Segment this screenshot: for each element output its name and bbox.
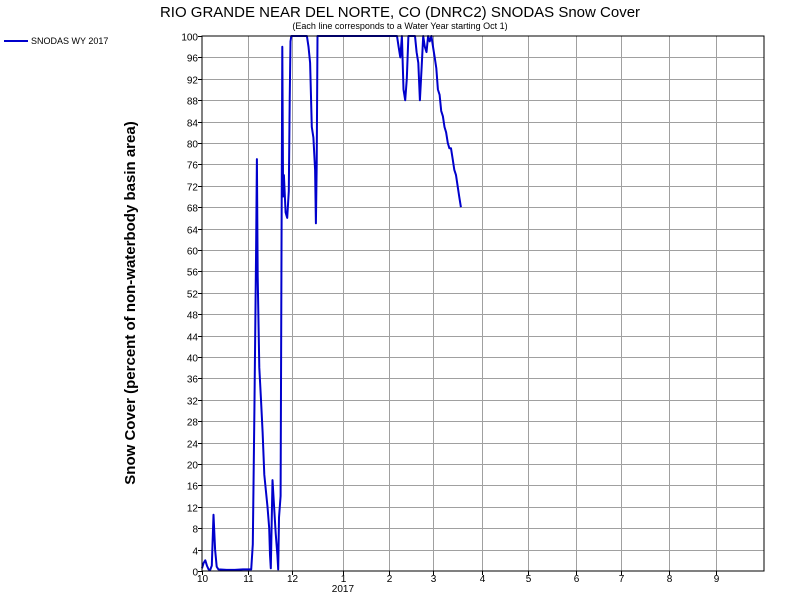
y-axis-label: Snow Cover (percent of non-waterbody bas… [122, 121, 139, 484]
y-tick-label: 60 [187, 247, 199, 258]
x-tick-label: 10 [197, 574, 209, 585]
y-tick-label: 76 [187, 161, 199, 172]
y-tick-label: 64 [187, 226, 199, 237]
chart-title: RIO GRANDE NEAR DEL NORTE, CO (DNRC2) SN… [160, 4, 640, 21]
x-tick-label: 2 [387, 574, 393, 585]
chart-subtitle: (Each line corresponds to a Water Year s… [292, 21, 507, 31]
y-tick-label: 16 [187, 482, 199, 493]
y-tick-label: 68 [187, 204, 199, 215]
y-tick-label: 28 [187, 418, 199, 429]
y-tick-label: 48 [187, 311, 199, 322]
y-axis-ticks: 0481216202428323640444852566064687276808… [181, 33, 202, 579]
y-tick-label: 72 [187, 183, 199, 194]
y-tick-label: 40 [187, 354, 199, 365]
x-year-label: 2017 [332, 584, 355, 595]
legend-label: SNODAS WY 2017 [31, 36, 108, 46]
y-tick-label: 84 [187, 119, 199, 130]
y-tick-label: 100 [181, 33, 198, 44]
y-tick-label: 56 [187, 268, 199, 279]
x-tick-label: 1 [341, 574, 347, 585]
y-tick-label: 88 [187, 97, 199, 108]
x-tick-label: 9 [714, 574, 720, 585]
y-tick-label: 4 [192, 547, 198, 558]
plot-frame [201, 35, 765, 572]
x-tick-label: 6 [574, 574, 580, 585]
x-tick-label: 5 [526, 574, 532, 585]
x-tick-label: 4 [480, 574, 486, 585]
y-tick-label: 32 [187, 397, 199, 408]
y-tick-label: 12 [187, 504, 199, 515]
y-tick-label: 0 [192, 568, 198, 579]
y-tick-label: 96 [187, 54, 199, 65]
legend: SNODAS WY 2017 [4, 36, 108, 46]
y-tick-label: 8 [192, 525, 198, 536]
grid-lines [202, 36, 764, 571]
x-tick-label: 7 [619, 574, 625, 585]
y-tick-label: 20 [187, 461, 199, 472]
y-tick-label: 36 [187, 375, 199, 386]
x-tick-label: 11 [243, 574, 254, 585]
y-tick-label: 44 [187, 333, 199, 344]
y-tick-label: 52 [187, 290, 199, 301]
y-tick-label: 24 [187, 440, 199, 451]
x-tick-label: 3 [431, 574, 437, 585]
y-tick-label: 92 [187, 76, 199, 87]
y-tick-label: 80 [187, 140, 199, 151]
x-tick-label: 12 [287, 574, 299, 585]
x-tick-label: 8 [667, 574, 673, 585]
